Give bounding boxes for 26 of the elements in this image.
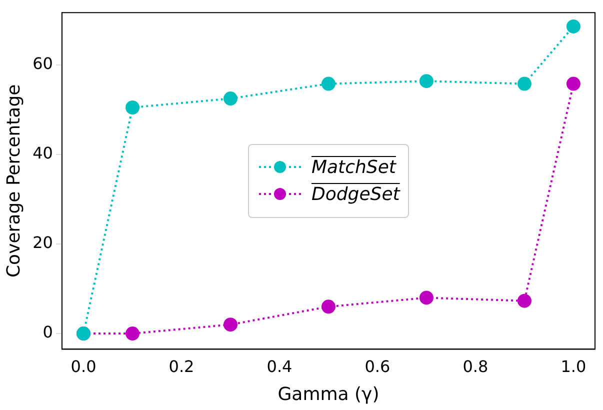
y-tick-label: 40 (32, 144, 53, 163)
point (517, 76, 532, 91)
point (566, 19, 580, 34)
y-tick-label: 60 (32, 54, 53, 74)
point (223, 318, 238, 332)
legend-label: DodgeSet (311, 184, 400, 205)
point (126, 326, 140, 341)
x-tick-label: 0.0 (70, 356, 96, 376)
point (566, 76, 580, 91)
x-tick-label: 0.8 (462, 356, 488, 376)
x-axis-title: Gamma (γ) (278, 384, 380, 405)
x-tick-label: 1.0 (560, 356, 586, 376)
y-axis-title: Coverage Percentage (3, 84, 24, 278)
legend-label: MatchSet (311, 156, 396, 178)
point (419, 290, 434, 305)
point (517, 294, 532, 308)
y-tick-label: 0 (42, 322, 53, 342)
point (223, 92, 238, 106)
x-tick-label: 0.4 (266, 356, 292, 376)
y-tick-label: 20 (32, 233, 53, 252)
x-tick-label: 0.2 (168, 356, 194, 376)
x-tick-label: 0.6 (364, 356, 390, 376)
point (321, 76, 336, 91)
point (126, 100, 140, 114)
point (419, 74, 434, 88)
point (321, 300, 336, 314)
